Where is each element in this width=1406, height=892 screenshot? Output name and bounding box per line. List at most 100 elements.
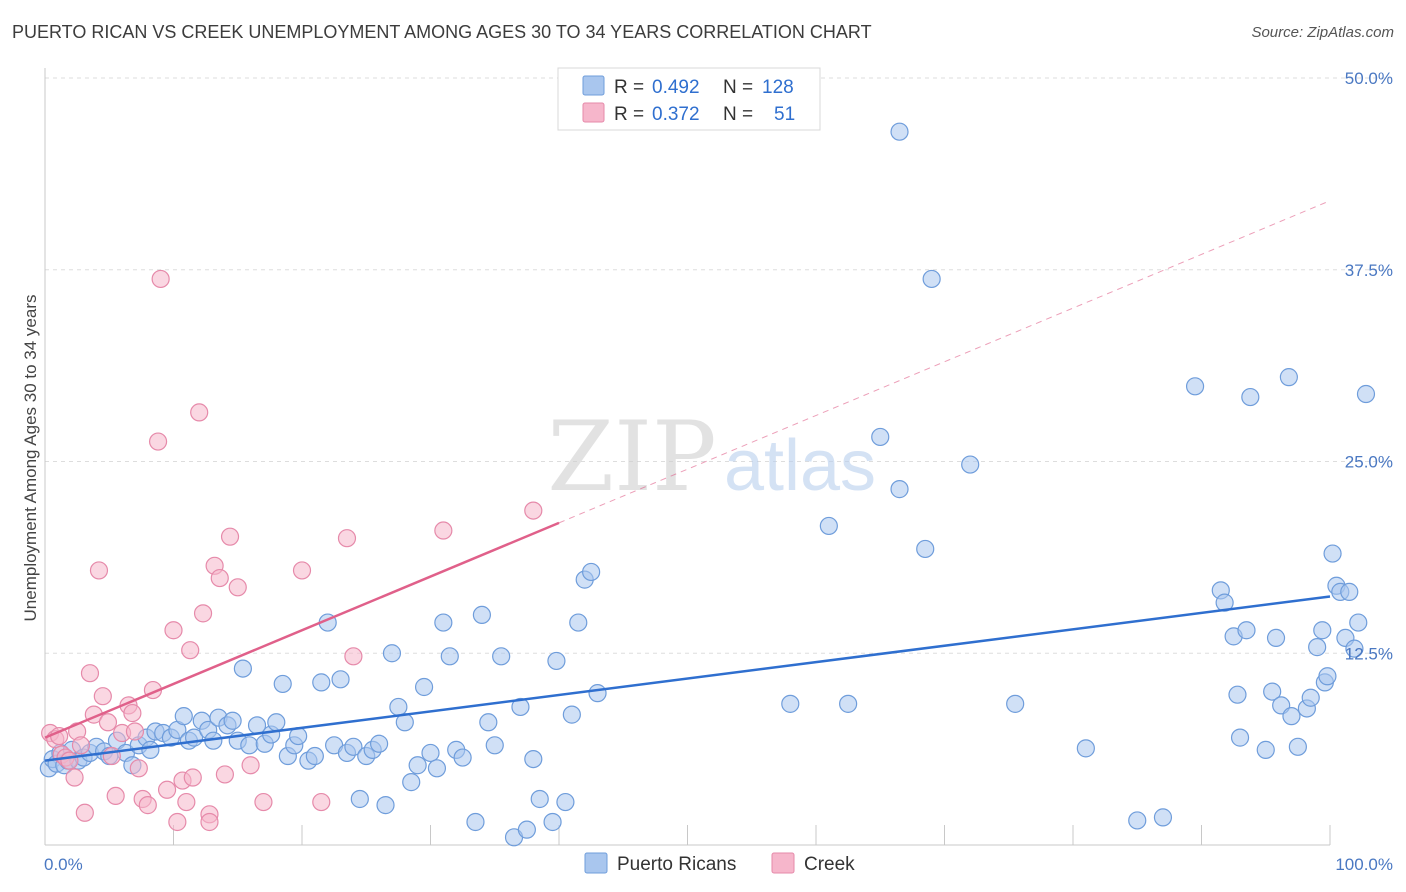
puerto-rican-point-81 (562, 705, 581, 724)
y-tick-label-1: 37.5% (1345, 261, 1393, 280)
legend-n-value-2: 51 (774, 104, 795, 125)
puerto-rican-point-60 (408, 756, 427, 775)
puerto-rican-point-103 (1230, 728, 1250, 747)
creek-point-48 (434, 521, 453, 540)
creek-point-31 (177, 792, 196, 812)
puerto-rican-point-106 (1256, 740, 1275, 759)
creek-point-16 (106, 786, 125, 806)
legend-n-value-1: 128 (762, 77, 794, 98)
puerto-rican-point-61 (414, 677, 434, 697)
puerto-rican-point-23 (174, 707, 193, 726)
watermark-atlas: atlas (724, 426, 876, 506)
series-legend-swatch-creek (771, 852, 795, 874)
puerto-rican-point-86 (781, 694, 800, 713)
watermark: ZIP atlas (547, 401, 876, 513)
puerto-rican-point-39 (273, 674, 292, 694)
puerto-rican-point-107 (1263, 682, 1282, 701)
puerto-rican-point-45 (312, 673, 331, 692)
puerto-rican-point-84 (582, 562, 601, 582)
puerto-rican-point-68 (466, 812, 485, 832)
grid-lines (45, 77, 1392, 654)
puerto-rican-point-78 (543, 812, 562, 832)
puerto-rican-point-123 (1340, 582, 1359, 601)
puerto-rican-point-85 (588, 684, 607, 703)
creek-point-42 (241, 756, 260, 775)
puerto-rican-point-88 (871, 427, 890, 447)
legend-r-value-2: 0.372 (652, 104, 700, 125)
puerto-rican-point-90 (890, 122, 909, 141)
puerto-rican-point-44 (305, 746, 324, 766)
creek-point-41 (228, 578, 247, 597)
chart-title: PUERTO RICAN VS CREEK UNEMPLOYMENT AMONG… (12, 22, 872, 42)
creek-point-6 (65, 768, 84, 787)
creek-point-44 (292, 561, 312, 580)
puerto-rican-point-96 (1128, 811, 1147, 830)
creek-point-34 (190, 403, 209, 422)
creek-point-40 (220, 527, 240, 546)
puerto-rican-point-31 (223, 711, 242, 730)
puerto-rican-point-93 (961, 455, 980, 474)
creek-point-47 (344, 647, 363, 666)
puerto-rican-point-92 (922, 269, 941, 289)
puerto-rican-point-71 (485, 736, 504, 755)
creek-point-28 (164, 621, 183, 640)
series-legend-label-puerto-ricans: Puerto Ricans (617, 854, 736, 875)
source-credit: Source: ZipAtlas.com (1251, 24, 1394, 41)
creek-trend-extension (558, 200, 1331, 524)
puerto-rican-trend-line (44, 595, 1331, 762)
puerto-rican-point-55 (376, 796, 395, 815)
puerto-rican-point-51 (350, 789, 369, 809)
puerto-rican-point-63 (427, 759, 447, 778)
puerto-rican-point-110 (1279, 368, 1298, 387)
puerto-rican-point-34 (240, 736, 259, 755)
puerto-rican-point-48 (331, 670, 350, 689)
series-legend-label-creek: Creek (804, 854, 855, 875)
x-tick-label-0: 0.0% (44, 855, 83, 874)
creek-point-32 (181, 641, 200, 660)
puerto-rican-point-80 (556, 792, 575, 812)
puerto-rican-point-104 (1237, 621, 1256, 640)
creek-point-9 (75, 803, 94, 822)
data-points (39, 122, 1376, 847)
puerto-rican-point-69 (472, 605, 491, 625)
puerto-rican-point-112 (1288, 737, 1307, 756)
creek-point-46 (337, 529, 357, 548)
trend-lines (44, 200, 1331, 762)
puerto-rican-point-89 (890, 480, 909, 499)
puerto-rican-point-127 (839, 694, 858, 713)
puerto-rican-point-56 (382, 644, 402, 663)
creek-point-20 (125, 722, 145, 741)
puerto-rican-point-65 (440, 647, 459, 666)
puerto-rican-point-64 (434, 613, 453, 632)
puerto-rican-point-95 (1076, 739, 1095, 758)
puerto-rican-point-116 (1313, 621, 1332, 640)
puerto-rican-point-94 (1006, 694, 1025, 713)
creek-trend-line (44, 521, 560, 739)
creek-point-39 (215, 765, 234, 784)
puerto-rican-point-98 (1185, 377, 1205, 396)
creek-point-38 (210, 568, 229, 588)
puerto-rican-point-18 (141, 740, 160, 759)
y-tick-label-2: 25.0% (1345, 453, 1393, 472)
puerto-rican-point-111 (1282, 707, 1301, 726)
puerto-rican-point-67 (453, 748, 472, 767)
creek-point-10 (80, 664, 100, 683)
creek-point-49 (524, 501, 543, 520)
puerto-rican-point-72 (492, 647, 511, 666)
puerto-rican-point-119 (1323, 544, 1342, 563)
puerto-rican-point-102 (1228, 685, 1247, 704)
creek-point-43 (254, 792, 273, 812)
stats-legend: R = 0.492 N = 128 R = 0.372 N = 51 (557, 67, 821, 131)
creek-point-29 (168, 812, 187, 832)
puerto-rican-point-87 (819, 516, 838, 536)
creek-point-8 (71, 736, 91, 755)
creek-point-12 (89, 561, 109, 580)
puerto-rican-point-118 (1318, 667, 1337, 686)
y-tick-label-0: 50.0% (1345, 69, 1393, 88)
creek-point-25 (148, 432, 168, 451)
puerto-rican-point-38 (267, 713, 286, 732)
puerto-rican-point-75 (517, 820, 536, 839)
puerto-rican-point-124 (1345, 639, 1364, 658)
legend-r-label-1: R = (614, 77, 644, 98)
